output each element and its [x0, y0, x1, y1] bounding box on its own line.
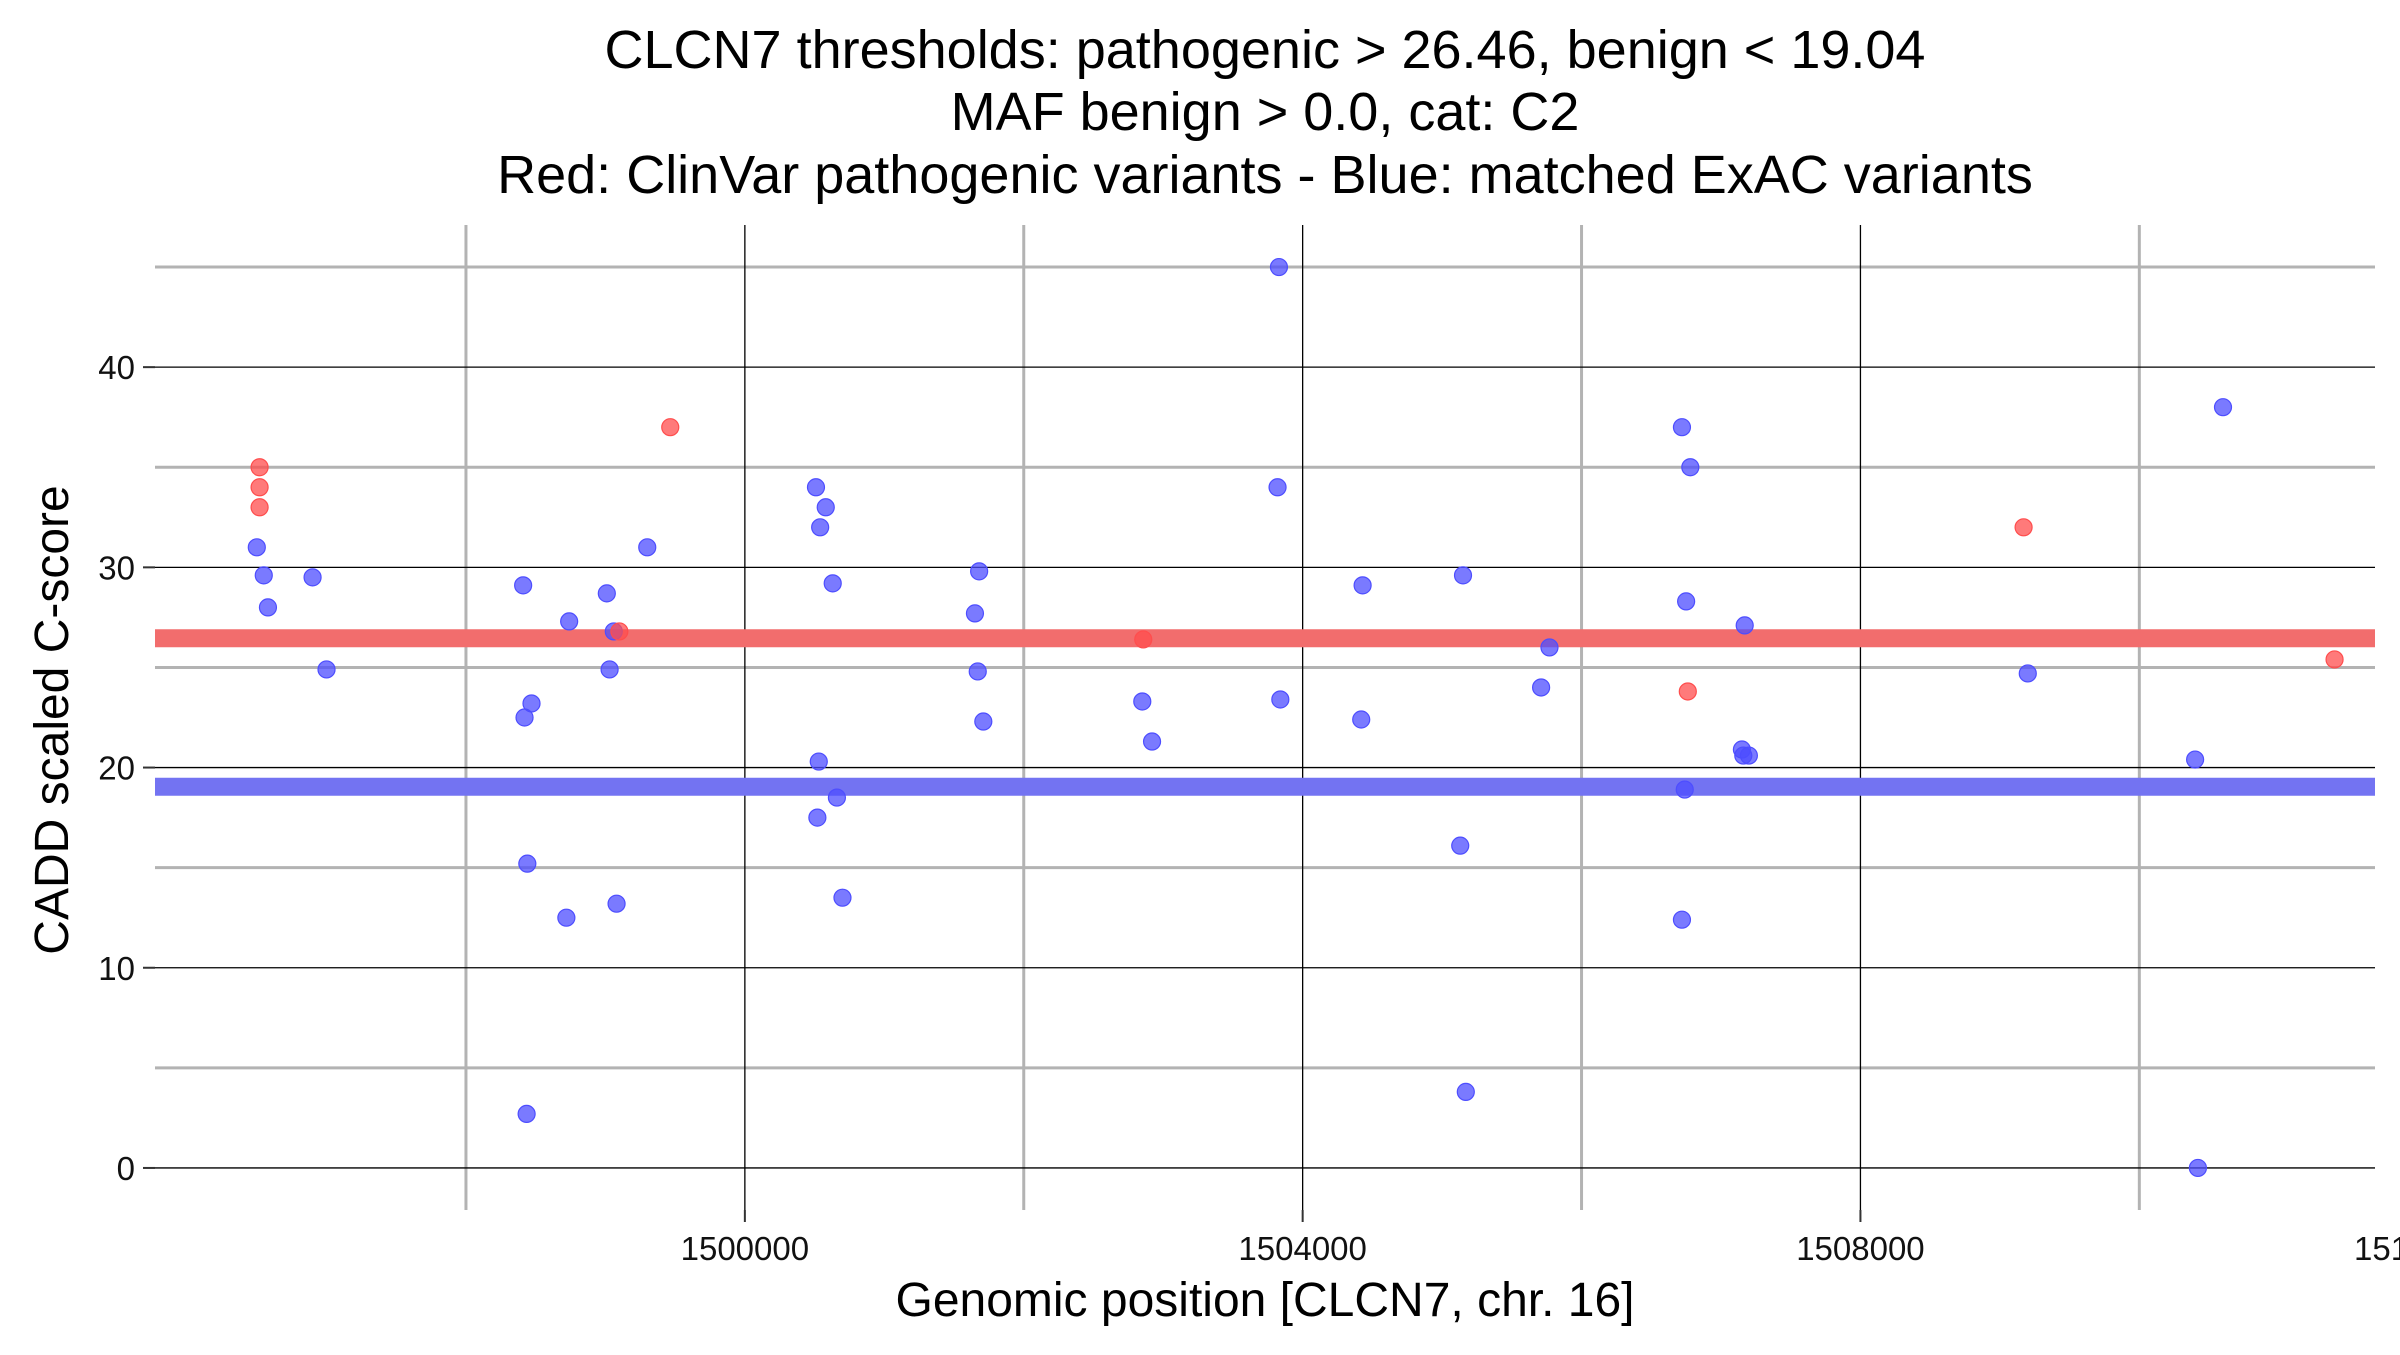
benign-point: [974, 712, 993, 731]
x-tick-label: 1508000: [1796, 1230, 1924, 1267]
benign-point: [638, 538, 657, 557]
pathogenic-point: [1134, 630, 1153, 649]
threshold-lines: [155, 629, 2375, 796]
pathogenic-point: [1678, 682, 1697, 701]
y-tick-label: 0: [117, 1150, 135, 1187]
benign-point: [597, 584, 616, 603]
benign-point: [2018, 664, 2037, 683]
pathogenic-point: [250, 498, 269, 517]
axes: 0 10 20 30 40 1500000 1504000 1508000 1512000: [98, 349, 2400, 1267]
benign-point: [1681, 458, 1700, 477]
pathogenic-point: [610, 622, 629, 641]
benign-point: [254, 566, 273, 585]
benign-point: [1353, 576, 1372, 595]
benign-point: [965, 604, 985, 623]
pathogenic-point: [250, 478, 269, 497]
pathogenic-point: [250, 458, 269, 477]
grid: [155, 225, 2375, 1210]
benign-point: [515, 708, 534, 727]
benign-point: [816, 498, 835, 517]
benign-point: [518, 854, 537, 873]
benign-point: [1532, 678, 1551, 697]
x-tick-label: 1500000: [681, 1230, 809, 1267]
benign-point: [809, 752, 828, 771]
benign-point: [1672, 418, 1692, 437]
benign-point: [1352, 710, 1371, 729]
benign-point: [1735, 616, 1754, 635]
benign-point: [1672, 910, 1692, 929]
benign-point: [1677, 592, 1696, 611]
y-tick-label: 40: [98, 349, 135, 386]
benign-point: [1133, 692, 1152, 711]
title-line-1: CLCN7 thresholds: pathogenic > 26.46, be…: [605, 20, 1926, 80]
benign-point: [823, 574, 842, 593]
benign-point: [968, 662, 987, 681]
benign-point: [827, 788, 846, 807]
benign-point: [2213, 398, 2233, 417]
benign-point: [811, 518, 830, 537]
title-line-2: MAF benign > 0.0, cat: C2: [951, 82, 1580, 142]
benign-point: [1453, 566, 1473, 585]
pathogenic-point: [661, 418, 680, 437]
benign-point: [1451, 836, 1470, 855]
benign-point: [514, 576, 533, 595]
benign-point: [1739, 746, 1758, 765]
benign-point: [833, 888, 852, 907]
pathogenic-point: [2014, 518, 2033, 537]
data-points: [247, 257, 2344, 1178]
benign-point: [806, 478, 826, 497]
benign-point: [808, 808, 827, 827]
y-tick-label: 20: [98, 750, 135, 787]
benign-point: [1268, 478, 1287, 497]
chart-title: CLCN7 thresholds: pathogenic > 26.46, be…: [497, 20, 2033, 205]
benign-point: [317, 660, 336, 679]
benign-point: [1142, 732, 1162, 751]
x-axis-title: Genomic position [CLCN7, chr. 16]: [895, 1274, 1634, 1327]
x-tick-label: 1512000: [2354, 1230, 2400, 1267]
benign-point: [247, 538, 266, 557]
benign-point: [258, 598, 278, 617]
y-tick-label: 10: [98, 950, 135, 987]
benign-point: [557, 908, 576, 927]
benign-point: [560, 612, 579, 631]
benign-point: [1540, 638, 1559, 657]
benign-point: [1456, 1082, 1475, 1101]
y-tick-label: 30: [98, 549, 135, 586]
benign-point: [970, 562, 989, 581]
pathogenic-point: [2325, 650, 2344, 669]
title-line-3: Red: ClinVar pathogenic variants - Blue:…: [497, 145, 2033, 205]
benign-point: [600, 660, 619, 679]
benign-point: [1269, 257, 1289, 277]
x-tick-label: 1504000: [1238, 1230, 1366, 1267]
benign-point: [607, 894, 626, 913]
benign-point: [2188, 1158, 2208, 1178]
benign-point: [2186, 750, 2205, 769]
benign-point: [303, 568, 322, 587]
benign-point: [1271, 690, 1290, 709]
benign-point: [1675, 780, 1694, 799]
benign-point: [517, 1104, 536, 1124]
y-axis-title: CADD scaled C-score: [26, 485, 79, 954]
